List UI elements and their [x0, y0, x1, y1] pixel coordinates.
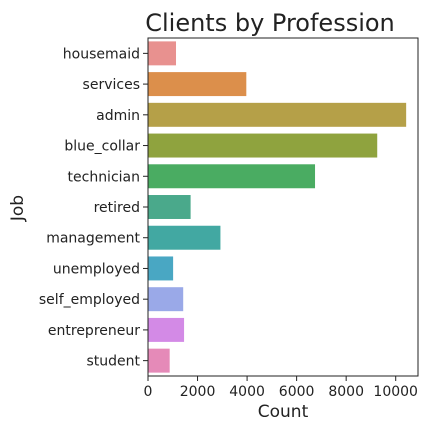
x-tick-label: 2000: [180, 384, 216, 400]
bar-management: [148, 225, 221, 250]
x-tick-label: 10000: [373, 384, 418, 400]
bar-entrepreneur: [148, 317, 185, 342]
bar-blue-collar: [148, 133, 378, 158]
bar-housemaid: [148, 41, 177, 66]
bar-student: [148, 348, 170, 373]
bar-retired: [148, 195, 191, 219]
x-tick-label: 4000: [229, 384, 265, 400]
y-tick-label: management: [46, 231, 140, 247]
y-tick-label: retired: [94, 200, 140, 216]
y-tick-label: services: [83, 77, 140, 93]
bars-layer: [148, 41, 407, 373]
y-tick-label: unemployed: [53, 261, 140, 277]
y-tick-label: self_employed: [39, 292, 140, 308]
y-tick-label: admin: [96, 108, 140, 124]
bar-self-employed: [148, 287, 184, 312]
bar-admin: [148, 102, 407, 127]
y-tick-label: housemaid: [63, 46, 140, 62]
x-tick-label: 6000: [279, 384, 315, 400]
x-ticks: 0 2000 4000 6000 8000 10000: [144, 376, 418, 400]
bar-technician: [148, 164, 316, 189]
x-axis-title: Count: [258, 402, 309, 422]
y-tick-labels: housemaid services admin blue_collartechnic…: [39, 46, 148, 370]
bar-unemployed: [148, 256, 174, 281]
plot-area-frame: [147, 37, 419, 377]
y-tick-label: entrepreneur: [48, 323, 140, 339]
bar-services: [148, 72, 247, 97]
y-tick-label: technician: [68, 169, 140, 185]
chart-title: Clients by Profession: [145, 9, 395, 37]
y-axis-title: Job: [8, 195, 28, 222]
x-tick-label: 0: [144, 384, 153, 400]
y-tick-label: blue_collar: [64, 139, 140, 155]
y-tick-label: student: [86, 354, 140, 370]
x-tick-label: 8000: [328, 384, 364, 400]
